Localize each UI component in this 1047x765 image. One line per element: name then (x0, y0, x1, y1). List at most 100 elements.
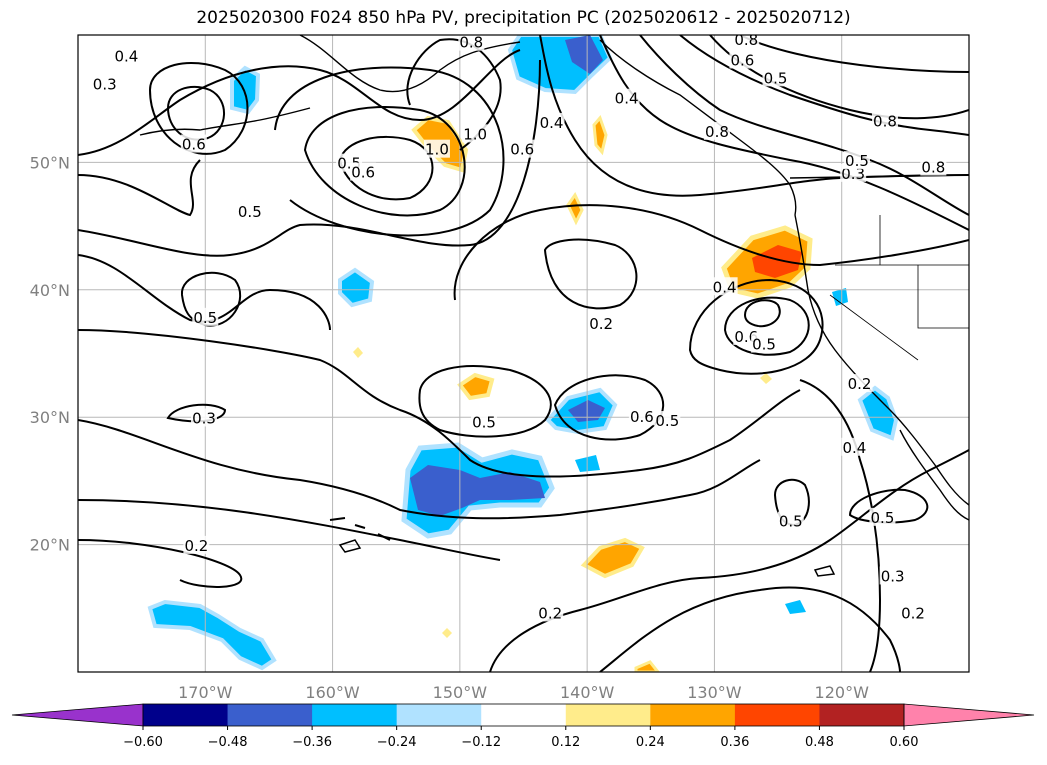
colorbar-extend-max (903, 703, 1035, 727)
contour-label: 0.5 (236, 202, 263, 221)
contour-label: 1.0 (423, 139, 450, 159)
svg-text:0.5: 0.5 (871, 509, 895, 527)
x-tick-label: 170°W (178, 683, 233, 702)
svg-text:0.5: 0.5 (779, 513, 803, 531)
precip-anom-blob (338, 267, 375, 308)
precip-shading (147, 35, 899, 672)
pv-contour-line (813, 565, 836, 577)
y-tick-label: 50°N (30, 153, 70, 172)
contour-label: 0.6 (628, 407, 655, 426)
contour-label: 0.4 (113, 46, 140, 66)
x-tick-label: 150°W (433, 683, 488, 702)
contour-label: 0.5 (762, 68, 789, 87)
pv-contour-line (166, 85, 225, 141)
contour-label: 0.2 (588, 314, 615, 333)
svg-text:0.3: 0.3 (841, 165, 865, 183)
precip-anom-blob (785, 600, 806, 614)
svg-text:0.5: 0.5 (845, 152, 869, 170)
svg-text:0.8: 0.8 (734, 31, 758, 49)
contour-label: 0.8 (458, 34, 485, 52)
pv-contour-line (723, 296, 810, 356)
pv-contour-line (338, 136, 434, 201)
contour-label: 0.5 (843, 151, 870, 170)
colorbar-cell (819, 704, 905, 726)
svg-text:0.8: 0.8 (705, 123, 729, 141)
coastline-aleutians (139, 107, 311, 136)
precip-anom-blob (568, 400, 605, 422)
contour-label: 0.5 (777, 511, 804, 531)
svg-text:0.4: 0.4 (114, 48, 138, 66)
svg-text:0.8: 0.8 (873, 113, 897, 131)
contour-label: 0.4 (841, 437, 868, 457)
svg-text:0.6: 0.6 (510, 141, 534, 159)
pv-contour-line (553, 374, 665, 441)
svg-text:0.2: 0.2 (184, 537, 208, 555)
precip-anom-blob (230, 65, 261, 115)
svg-text:0.4: 0.4 (843, 439, 867, 457)
contour-label: 0.3 (191, 408, 218, 427)
contour-label: 0.3 (879, 566, 906, 585)
precip-anom-blob (760, 373, 772, 384)
svg-text:0.5: 0.5 (472, 413, 496, 431)
contour-label: 0.8 (703, 121, 730, 141)
border-us-canada (789, 174, 969, 179)
contour-label: 0.4 (538, 112, 565, 132)
precip-anom-blob (580, 537, 645, 579)
contour-label: 0.3 (91, 74, 118, 94)
pv-contour-line (78, 499, 501, 561)
colorbar-tick-label: 0.60 (890, 735, 919, 750)
svg-text:0.4: 0.4 (713, 278, 737, 296)
colorbar-extend-min (11, 703, 144, 727)
plot-frame (77, 34, 970, 673)
precip-anom-blob (147, 599, 277, 671)
svg-text:0.8: 0.8 (921, 158, 945, 176)
svg-text:0.5: 0.5 (752, 336, 776, 354)
colorbar-tick-label: −0.36 (292, 735, 332, 750)
pv-contour-line (78, 254, 331, 331)
contour-labels: 0.30.40.60.50.50.30.20.50.61.01.00.60.40… (91, 31, 947, 622)
colorbar-cell (143, 704, 229, 726)
colorbar-tick-label: −0.60 (123, 735, 163, 750)
colorbar-cell (312, 704, 398, 726)
pv-contour-line (679, 35, 969, 136)
colorbar-cell (734, 704, 820, 726)
y-tick-label: 40°N (30, 281, 70, 300)
contour-label: 0.4 (711, 277, 738, 296)
svg-text:0.5: 0.5 (655, 412, 679, 430)
pv-contour-line (418, 365, 552, 438)
pv-contour-line (78, 419, 761, 520)
svg-text:1.0: 1.0 (425, 141, 449, 159)
svg-text:0.5: 0.5 (764, 69, 788, 87)
contour-label: 1.0 (462, 124, 489, 143)
precip-anom-blob (457, 372, 495, 401)
y-axis-ticks: 20°N 30°N 40°N 50°N (30, 153, 70, 554)
pv-contour-line (453, 204, 969, 301)
colorbar-tick-label: 0.48 (805, 735, 834, 750)
colorbar-tick-label: −0.12 (461, 735, 501, 750)
chart-title: 2025020300 F024 850 hPa PV, precipitatio… (196, 8, 851, 28)
contour-label: 0.6 (350, 162, 377, 182)
pv-contour-line (78, 49, 521, 156)
contour-label: 0.5 (471, 412, 498, 431)
x-tick-label: 120°W (815, 683, 870, 702)
contour-label: 0.5 (869, 507, 896, 527)
x-tick-label: 140°W (560, 683, 615, 702)
contour-label: 0.8 (871, 111, 898, 131)
x-axis-ticks: 170°W 160°W 150°W 140°W 130°W 120°W (178, 683, 869, 702)
gridlines (78, 35, 969, 672)
svg-text:0.8: 0.8 (459, 34, 483, 52)
svg-text:0.3: 0.3 (192, 409, 216, 427)
precip-anom-blob (592, 115, 608, 156)
plot-area (78, 35, 969, 672)
colorbar-tick-label: 0.12 (551, 735, 580, 750)
pv-contour-line (148, 62, 249, 155)
pv-contour-line (543, 238, 638, 310)
colorbar-cell (227, 704, 313, 726)
contour-label: 0.5 (192, 307, 219, 327)
colorbar-cell (396, 704, 482, 726)
colorbar-tick-label: 0.24 (636, 735, 665, 750)
colorbar: −0.60 −0.48 −0.36 −0.24 −0.12 0.12 0.24 0.36 0.4… (11, 703, 1035, 750)
pv-contour-line (639, 35, 969, 216)
pv-contour-line (180, 271, 242, 327)
contour-label: 0.2 (183, 535, 210, 555)
